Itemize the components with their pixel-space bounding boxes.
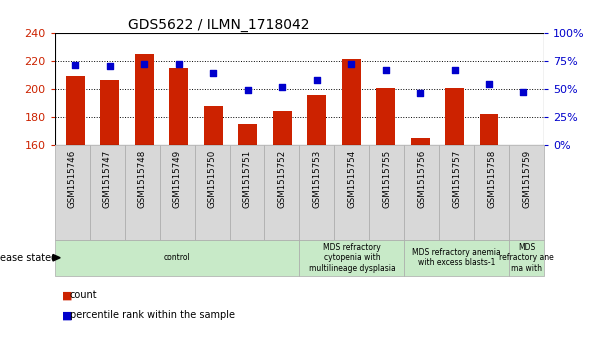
Point: [209, 70, 218, 76]
Text: GSM1515747: GSM1515747: [103, 150, 112, 208]
Text: GSM1515752: GSM1515752: [277, 150, 286, 208]
Point: [347, 61, 356, 67]
Text: MDS refractory
cytopenia with
multilineage dysplasia: MDS refractory cytopenia with multilinea…: [308, 243, 395, 273]
Bar: [135, 54, 154, 145]
Bar: [480, 114, 499, 145]
Text: GSM1515754: GSM1515754: [347, 150, 356, 208]
Point: [415, 90, 425, 96]
Point: [174, 61, 184, 67]
Text: count: count: [70, 290, 97, 301]
Text: GSM1515753: GSM1515753: [313, 150, 322, 208]
Bar: [273, 111, 292, 145]
Text: GSM1515751: GSM1515751: [243, 150, 252, 208]
Text: GDS5622 / ILMN_1718042: GDS5622 / ILMN_1718042: [128, 18, 309, 32]
Text: ■: ■: [62, 310, 72, 321]
Point: [71, 62, 80, 68]
Bar: [238, 124, 257, 145]
Text: GSM1515750: GSM1515750: [207, 150, 216, 208]
Text: GSM1515756: GSM1515756: [417, 150, 426, 208]
Text: GSM1515757: GSM1515757: [452, 150, 461, 208]
Bar: [307, 95, 326, 145]
Text: ■: ■: [62, 290, 72, 301]
Bar: [445, 87, 464, 145]
Text: GSM1515758: GSM1515758: [487, 150, 496, 208]
Point: [105, 64, 115, 69]
Text: GSM1515755: GSM1515755: [382, 150, 392, 208]
Bar: [169, 68, 188, 145]
Text: GSM1515749: GSM1515749: [173, 150, 182, 208]
Point: [312, 77, 322, 83]
Text: disease state: disease state: [0, 253, 51, 263]
Point: [243, 87, 252, 93]
Point: [139, 61, 149, 67]
Text: MDS refractory anemia
with excess blasts-1: MDS refractory anemia with excess blasts…: [412, 248, 501, 268]
Text: MDS
refractory ane
ma with: MDS refractory ane ma with: [499, 243, 554, 273]
Bar: [100, 81, 119, 145]
Point: [381, 67, 390, 73]
Point: [277, 84, 287, 90]
Bar: [376, 87, 395, 145]
Text: GSM1515759: GSM1515759: [522, 150, 531, 208]
Text: percentile rank within the sample: percentile rank within the sample: [70, 310, 235, 321]
Bar: [66, 76, 85, 145]
Point: [519, 89, 528, 95]
Text: GSM1515748: GSM1515748: [137, 150, 147, 208]
Point: [450, 67, 460, 73]
Bar: [204, 106, 223, 145]
Text: control: control: [164, 253, 190, 262]
Text: GSM1515746: GSM1515746: [67, 150, 77, 208]
Bar: [410, 138, 430, 145]
Bar: [342, 60, 361, 145]
Point: [484, 82, 494, 87]
